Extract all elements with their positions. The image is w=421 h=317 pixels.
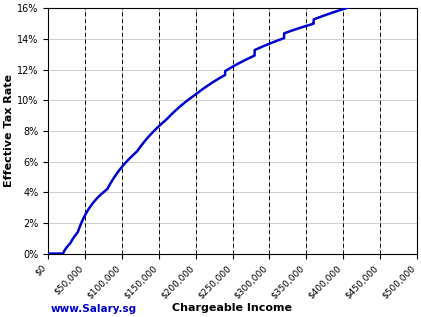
X-axis label: Chargeable Income: Chargeable Income: [173, 303, 293, 313]
Y-axis label: Effective Tax Rate: Effective Tax Rate: [4, 74, 14, 187]
Text: www.Salary.sg: www.Salary.sg: [51, 304, 137, 314]
